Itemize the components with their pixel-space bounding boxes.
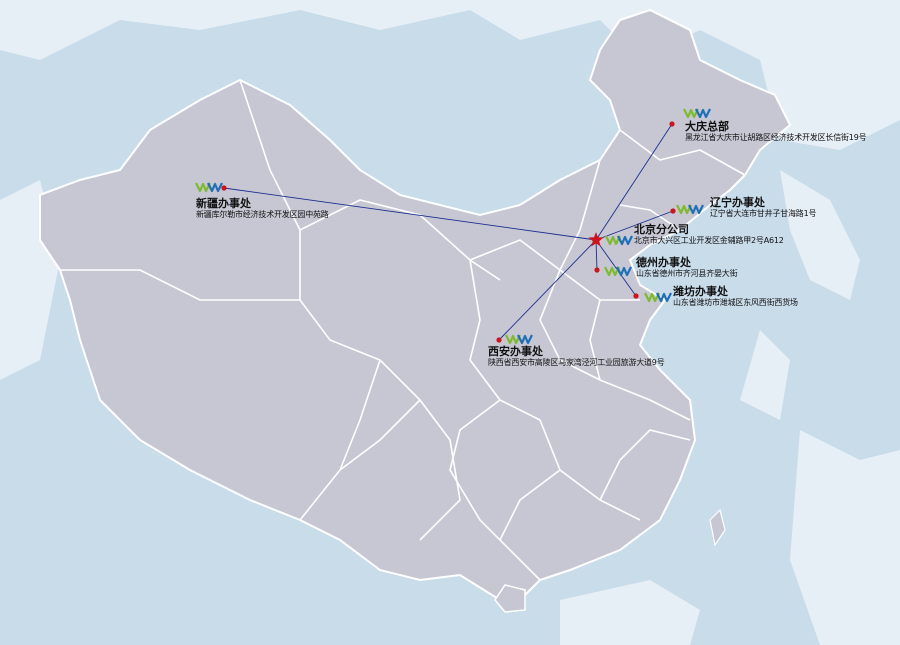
star-icon — [588, 232, 604, 247]
province-border — [589, 299, 601, 381]
office-address: 新疆库尔勒市经济技术开发区园中苑路 — [196, 210, 329, 219]
logo-wave-blue — [688, 204, 704, 215]
route-line-dezhou — [595, 239, 598, 271]
hainan-island — [494, 584, 526, 613]
marker-dot-dezhou — [594, 267, 600, 273]
province-border — [599, 379, 691, 421]
province-border — [329, 339, 461, 541]
office-label-daqing[interactable]: 大庆总部 黑龙江省大庆市让胡路区经济技术开发区长信街19号 — [685, 120, 867, 143]
logo-wave-blue — [517, 334, 533, 345]
office-name: 潍坊办事处 — [673, 285, 728, 298]
province-border — [469, 259, 541, 421]
logo-wave-green — [195, 182, 211, 193]
route-line-daqing — [595, 123, 673, 241]
company-logo-icon — [505, 334, 533, 345]
logo-wave-green — [683, 108, 699, 119]
office-name: 西安办事处 — [488, 345, 543, 358]
office-address: 山东省潍坊市潍城区东风西街西货场 — [673, 298, 798, 307]
office-name: 大庆总部 — [685, 120, 729, 133]
land-mass — [780, 170, 860, 300]
marker-dot-daqing — [669, 121, 675, 127]
office-label-liaoning[interactable]: 辽宁办事处 辽宁省大连市甘井子甘海路1号 — [710, 196, 816, 219]
route-lines — [223, 123, 674, 341]
province-border — [599, 429, 691, 501]
office-address: 辽宁省大连市甘井子甘海路1号 — [710, 209, 817, 218]
province-border — [449, 399, 541, 581]
office-name: 德州办事处 — [636, 256, 691, 269]
company-logo-icon — [605, 235, 633, 246]
office-label-xinjiang[interactable]: 新疆办事处 新疆库尔勒市经济技术开发区园中苑路 — [196, 197, 329, 220]
office-address: 北京市大兴区工业开发区金辅路甲2号A612 — [634, 236, 784, 245]
province-border — [299, 359, 381, 521]
logo-wave-green — [604, 266, 620, 277]
company-logo-icon — [676, 204, 704, 215]
marker-dot-liaoning — [670, 208, 676, 214]
company-logo-icon — [195, 182, 223, 193]
office-markers — [195, 108, 711, 345]
company-logo-icon — [644, 292, 672, 303]
company-logo-icon — [604, 266, 632, 277]
office-label-xian[interactable]: 西安办事处 陕西省西安市高陵区马家湾泾河工业园旅游大道9号 — [488, 345, 665, 368]
china-outline — [39, 8, 792, 601]
china-map — [39, 8, 792, 613]
logo-wave-blue — [695, 108, 711, 119]
marker-dot-xinjiang — [221, 185, 227, 191]
province-border — [619, 204, 681, 231]
office-name: 北京分公司 — [634, 223, 689, 236]
office-address: 黑龙江省大庆市让胡路区经济技术开发区长信街19号 — [685, 133, 867, 142]
marker-dot-weifang — [633, 293, 639, 299]
route-line-weifang — [595, 239, 637, 297]
land-mass — [790, 430, 900, 645]
logo-wave-green — [644, 292, 660, 303]
land-mass — [740, 330, 790, 420]
office-label-weifang[interactable]: 潍坊办事处 山东省潍坊市潍城区东风西街西货场 — [673, 285, 798, 308]
office-name: 新疆办事处 — [196, 197, 251, 210]
route-line-xian — [498, 239, 597, 341]
company-logo-icon — [683, 108, 711, 119]
province-border — [499, 469, 561, 541]
taiwan-island — [709, 508, 726, 547]
office-label-dezhou[interactable]: 德州办事处 山东省德州市齐河县齐晏大街 — [636, 256, 738, 279]
province-border — [60, 269, 300, 301]
province-border — [339, 399, 421, 471]
province-border — [539, 159, 601, 381]
office-name: 辽宁办事处 — [710, 196, 765, 209]
logo-wave-green — [505, 334, 521, 345]
office-label-beijing[interactable]: 北京分公司 北京市大兴区工业开发区金辅路甲2号A612 — [634, 223, 784, 246]
marker-dot-xian — [496, 337, 502, 343]
logo-wave-blue — [616, 266, 632, 277]
route-line-liaoning — [595, 210, 674, 241]
office-address: 陕西省西安市高陵区马家湾泾河工业园旅游大道9号 — [488, 358, 665, 367]
logo-wave-blue — [207, 182, 223, 193]
land-mass — [560, 580, 700, 645]
logo-wave-green — [676, 204, 692, 215]
logo-wave-green — [605, 235, 621, 246]
province-border — [469, 239, 561, 271]
province-border — [539, 419, 641, 521]
route-line-xinjiang — [223, 187, 597, 241]
office-address: 山东省德州市齐河县齐晏大街 — [636, 269, 738, 278]
logo-wave-blue — [617, 235, 633, 246]
province-border — [619, 129, 746, 176]
logo-wave-blue — [656, 292, 672, 303]
